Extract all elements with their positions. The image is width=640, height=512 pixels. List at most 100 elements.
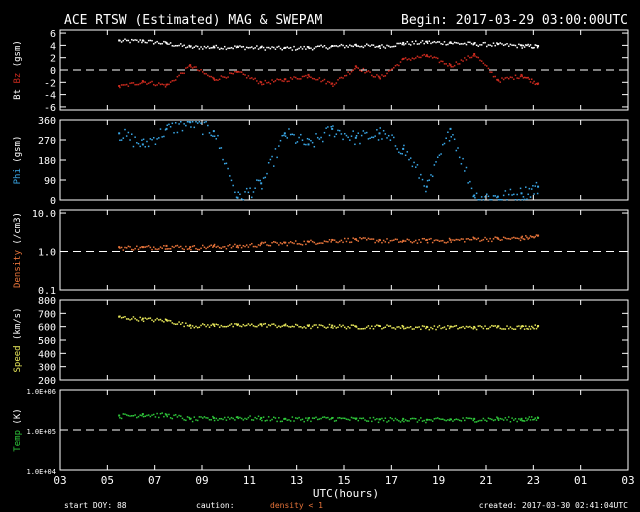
data-point — [379, 77, 381, 80]
data-point — [502, 78, 505, 81]
y-tick-label: 270 — [38, 136, 56, 147]
data-point — [289, 76, 292, 79]
data-point — [310, 76, 312, 78]
data-point — [526, 77, 528, 79]
data-point — [450, 136, 452, 138]
data-point — [173, 323, 175, 325]
data-point — [189, 324, 192, 327]
data-point — [307, 73, 310, 76]
data-point — [376, 74, 378, 76]
data-point — [315, 133, 317, 135]
data-point — [207, 74, 209, 77]
data-point — [509, 420, 512, 423]
data-point — [379, 325, 381, 327]
data-point — [411, 40, 414, 43]
data-point — [496, 416, 498, 418]
data-point — [139, 246, 141, 249]
data-point — [430, 326, 432, 329]
data-point — [291, 78, 294, 80]
data-point — [449, 127, 452, 130]
data-point — [349, 327, 351, 329]
data-point — [205, 247, 207, 250]
data-point — [134, 136, 136, 138]
data-point — [163, 321, 165, 323]
data-point — [402, 147, 405, 150]
data-point — [245, 46, 248, 49]
data-point — [431, 241, 434, 244]
data-point — [536, 326, 539, 328]
data-point — [475, 238, 478, 241]
data-point — [489, 44, 491, 46]
data-point — [247, 416, 250, 419]
data-point — [283, 80, 285, 83]
data-point — [387, 241, 390, 244]
data-point — [131, 133, 133, 135]
data-point — [425, 238, 428, 241]
data-point — [371, 325, 373, 327]
data-point — [230, 46, 233, 49]
data-point — [534, 417, 537, 419]
data-point — [365, 239, 368, 241]
data-point — [149, 415, 152, 418]
data-point — [413, 328, 415, 330]
y-axis-label: Temp (K) — [13, 408, 23, 451]
data-point — [191, 121, 194, 123]
data-point — [378, 76, 381, 79]
data-point — [129, 246, 131, 248]
data-point — [484, 41, 486, 44]
data-point — [332, 327, 334, 329]
data-point — [450, 418, 452, 421]
data-point — [137, 142, 140, 145]
data-point — [144, 81, 147, 83]
data-point — [354, 68, 356, 70]
data-point — [267, 162, 270, 164]
data-point — [457, 147, 459, 149]
data-point — [374, 325, 376, 328]
data-point — [217, 419, 219, 421]
data-point — [213, 325, 216, 328]
data-point — [288, 242, 290, 244]
data-point — [377, 75, 380, 77]
data-point — [311, 141, 314, 144]
data-point — [527, 76, 529, 79]
x-axis: 03 05 07 09 11 13 15 17 19 21 23 01 03 — [53, 474, 634, 487]
data-point — [264, 241, 267, 244]
data-point — [264, 79, 267, 82]
data-point — [156, 248, 158, 251]
data-point — [413, 161, 415, 164]
data-point — [207, 324, 209, 326]
data-point — [529, 235, 532, 237]
data-point — [447, 43, 449, 46]
data-point — [154, 319, 157, 321]
data-point — [369, 417, 371, 419]
data-point — [273, 241, 275, 243]
data-point — [274, 324, 277, 327]
data-point — [511, 327, 513, 330]
data-point — [227, 167, 229, 170]
data-point — [260, 416, 263, 419]
data-point — [305, 143, 307, 146]
data-point — [416, 421, 419, 423]
data-point — [496, 326, 498, 329]
data-point — [470, 238, 473, 241]
data-point — [413, 240, 415, 243]
data-point — [124, 246, 126, 249]
data-point — [276, 326, 278, 329]
data-point — [232, 325, 234, 328]
y-tick-label: -2 — [44, 78, 56, 89]
data-point — [190, 417, 192, 420]
data-point — [526, 198, 528, 200]
data-point — [251, 77, 253, 79]
panel-frame — [59, 119, 629, 201]
data-point — [409, 44, 412, 46]
data-point — [125, 247, 128, 249]
data-point — [205, 325, 207, 328]
data-point — [137, 83, 140, 86]
data-point — [278, 325, 280, 327]
data-point — [181, 247, 184, 250]
data-point — [262, 177, 265, 179]
data-point — [475, 56, 478, 58]
data-point — [200, 247, 202, 250]
data-point — [298, 136, 300, 139]
data-point — [244, 191, 246, 193]
